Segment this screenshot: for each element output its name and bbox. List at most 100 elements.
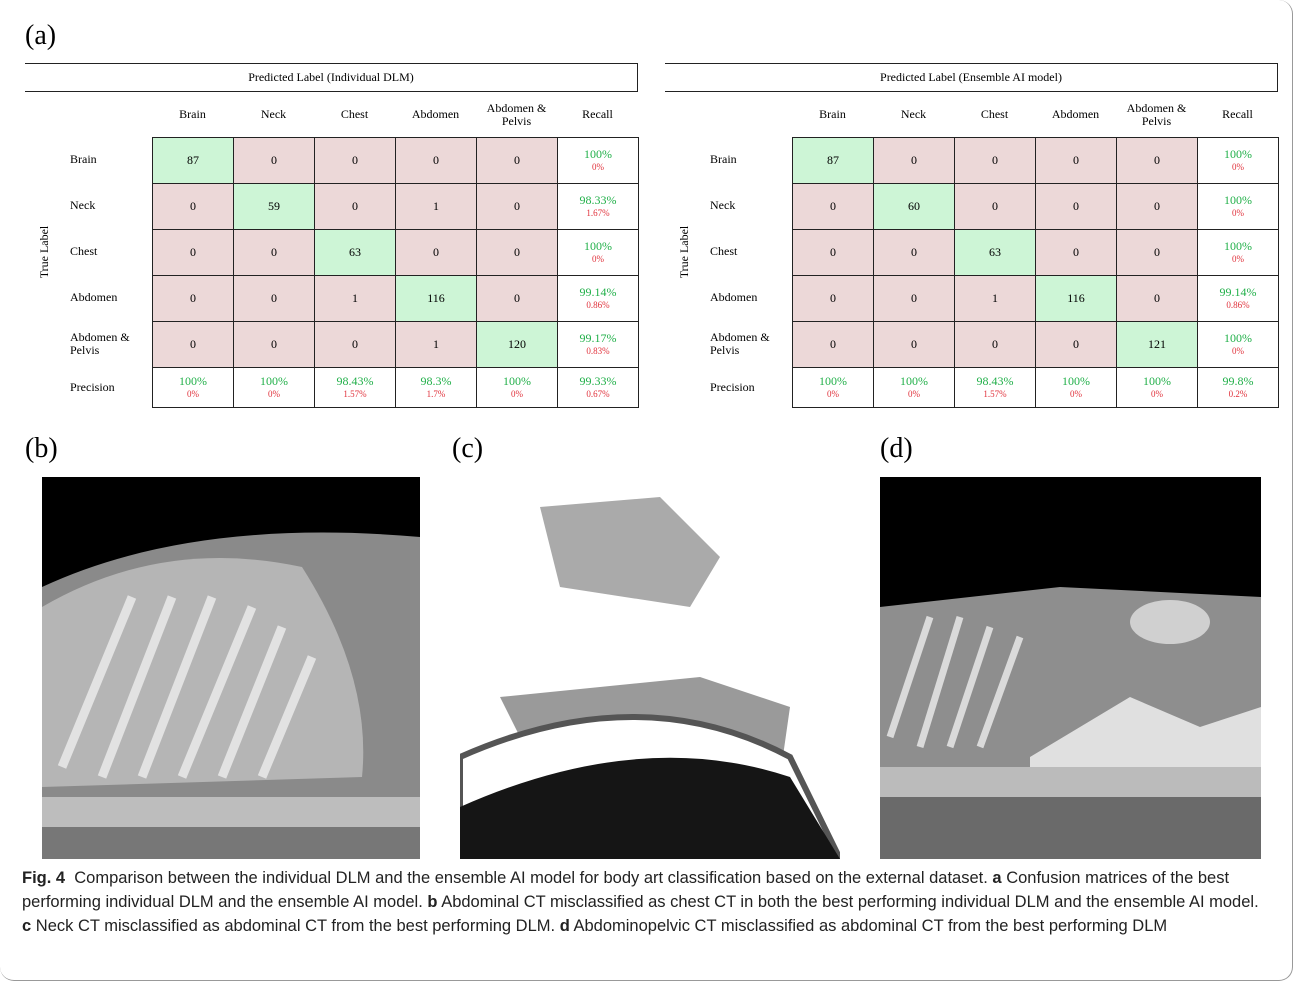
matrix-cell: 0 (476, 183, 558, 230)
column-header: Recall (1197, 95, 1278, 135)
matrix-cell: 0 (476, 137, 558, 184)
ct-image (460, 477, 840, 859)
column-header: Abdomen (1035, 95, 1116, 135)
matrix-cell: 63 (954, 229, 1036, 276)
column-header: Abdomen (395, 95, 476, 135)
precision-value: 100% (819, 375, 847, 389)
recall-value: 100% (1224, 240, 1252, 254)
recall-cell: 100%0% (1197, 137, 1279, 184)
recall-cell: 99.17%0.83% (557, 321, 639, 368)
matrix-cell: 0 (1116, 229, 1198, 276)
matrix-cell: 0 (1035, 229, 1117, 276)
matrix-cell: 0 (1035, 183, 1117, 230)
row-header: Neck (710, 183, 780, 229)
precision-error: 0% (908, 389, 920, 399)
caption: Fig. 4 Comparison between the individual… (22, 866, 1272, 938)
precision-value: 100% (503, 375, 531, 389)
precision-value: 100% (1062, 375, 1090, 389)
matrix-cell: 0 (873, 229, 955, 276)
panel-label: (a) (25, 20, 56, 52)
precision-error: 0.2% (1229, 389, 1248, 399)
precision-error: 1.57% (343, 389, 366, 399)
matrix-cell: 0 (233, 229, 315, 276)
precision-cell: 100%0% (792, 367, 874, 408)
recall-cell: 100%0% (1197, 321, 1279, 368)
row-header: Neck (70, 183, 140, 229)
matrix-header: Predicted Label (Individual DLM) (25, 63, 638, 92)
matrix-cell: 0 (476, 229, 558, 276)
matrix-cell: 120 (476, 321, 558, 368)
caption-letter: c (22, 917, 31, 935)
axis-label: True Label (675, 202, 695, 302)
recall-value: 99.14% (580, 286, 617, 300)
matrix-cell: 0 (314, 321, 396, 368)
matrix-cell: 63 (314, 229, 396, 276)
precision-error: 0.67% (586, 389, 609, 399)
row-header: Chest (70, 229, 140, 275)
precision-value: 99.33% (580, 375, 617, 389)
matrix-cell: 0 (873, 137, 955, 184)
recall-error: 0% (1232, 254, 1244, 264)
column-header: Neck (873, 95, 954, 135)
recall-error: 0.86% (586, 300, 609, 310)
precision-value: 99.8% (1223, 375, 1254, 389)
column-header: Recall (557, 95, 638, 135)
recall-error: 0% (592, 162, 604, 172)
precision-error: 1.57% (983, 389, 1006, 399)
row-header: Brain (70, 137, 140, 183)
precision-error: 0% (511, 389, 523, 399)
recall-cell: 99.14%0.86% (1197, 275, 1279, 322)
column-header: Brain (152, 95, 233, 135)
row-header: Brain (710, 137, 780, 183)
precision-cell: 100%0% (873, 367, 955, 408)
precision-error: 0% (827, 389, 839, 399)
caption-label: Fig. 4 (22, 869, 65, 887)
row-header: Precision (70, 367, 140, 408)
recall-value: 100% (584, 240, 612, 254)
recall-cell: 99.14%0.86% (557, 275, 639, 322)
caption-text: Abdominopelvic CT misclassified as abdom… (573, 917, 1167, 935)
matrix-cell: 0 (233, 137, 315, 184)
recall-error: 0.83% (586, 346, 609, 356)
precision-cell: 100%0% (1116, 367, 1198, 408)
matrix-cell: 116 (395, 275, 477, 322)
matrix-cell: 0 (792, 321, 874, 368)
matrix-cell: 0 (152, 229, 234, 276)
precision-value: 100% (900, 375, 928, 389)
matrix-cell: 60 (873, 183, 955, 230)
panel-label: (b) (25, 433, 58, 465)
matrix-header: Predicted Label (Ensemble AI model) (665, 63, 1278, 92)
row-header: Chest (710, 229, 780, 275)
precision-cell: 100%0% (476, 367, 558, 408)
matrix-cell: 121 (1116, 321, 1198, 368)
caption-text: Comparison between the individual DLM an… (74, 869, 988, 887)
matrix-cell: 0 (1035, 321, 1117, 368)
axis-label: True Label (35, 202, 55, 302)
precision-cell: 98.3%1.7% (395, 367, 477, 408)
column-header: Chest (954, 95, 1035, 135)
panel-label: (c) (452, 433, 483, 465)
matrix-cell: 0 (873, 321, 955, 368)
matrix-cell: 0 (233, 275, 315, 322)
precision-error: 1.7% (427, 389, 446, 399)
precision-cell: 98.43%1.57% (314, 367, 396, 408)
recall-value: 99.14% (1220, 286, 1257, 300)
recall-value: 100% (1224, 332, 1252, 346)
matrix-cell: 0 (395, 137, 477, 184)
matrix-cell: 1 (954, 275, 1036, 322)
matrix-cell: 0 (476, 275, 558, 322)
matrix-cell: 0 (395, 229, 477, 276)
matrix-cell: 0 (152, 321, 234, 368)
matrix-cell: 0 (1035, 137, 1117, 184)
matrix-cell: 1 (395, 321, 477, 368)
recall-error: 0% (1232, 208, 1244, 218)
matrix-cell: 0 (314, 183, 396, 230)
recall-cell: 100%0% (557, 229, 639, 276)
precision-cell: 98.43%1.57% (954, 367, 1036, 408)
column-header: Neck (233, 95, 314, 135)
column-header: Abdomen & Pelvis (1116, 95, 1197, 135)
precision-cell: 100%0% (233, 367, 315, 408)
precision-value: 98.43% (337, 375, 374, 389)
precision-error: 0% (187, 389, 199, 399)
matrix-cell: 0 (152, 183, 234, 230)
